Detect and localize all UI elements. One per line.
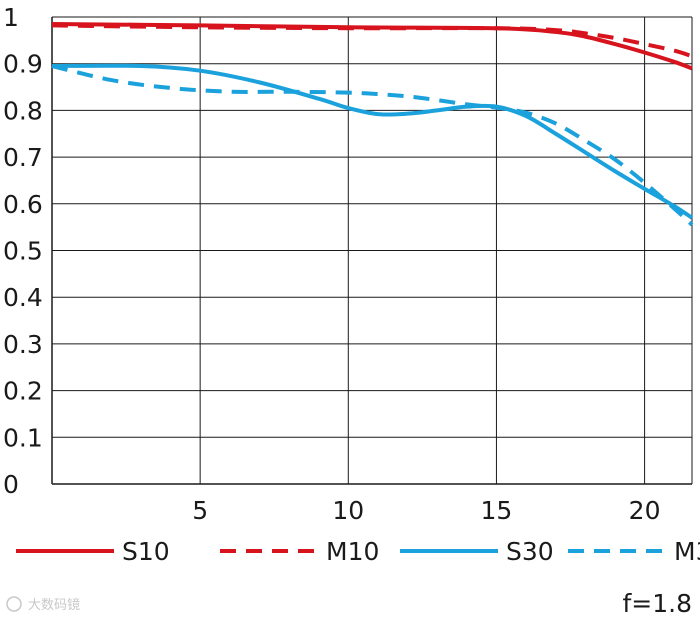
y-tick-label: 0.5 xyxy=(3,237,43,266)
legend-label-s10: S10 xyxy=(122,537,170,566)
x-tick-label: 15 xyxy=(481,496,513,525)
y-tick-label: 0.7 xyxy=(3,143,43,172)
chart-grid xyxy=(51,16,693,485)
y-tick-label: 0.8 xyxy=(3,96,43,125)
y-tick-label: 0.4 xyxy=(3,283,43,312)
x-tick-label: 10 xyxy=(332,496,364,525)
y-tick-label: 1 xyxy=(3,3,19,32)
legend-label-s30: S30 xyxy=(506,537,554,566)
watermark: 大数码镜 xyxy=(6,596,80,613)
y-axis-tick-labels: 0 0.1 0.2 0.3 0.4 0.5 0.6 0.7 0.8 0.9 1 xyxy=(3,3,43,499)
x-axis-tick-labels: 5 10 15 20 xyxy=(192,496,660,525)
y-tick-label: 0.1 xyxy=(3,423,43,452)
y-tick-label: 0.9 xyxy=(3,50,43,79)
legend-label-m10: M10 xyxy=(326,537,379,566)
legend-label-m30: M30 xyxy=(674,537,700,566)
series-line-s10 xyxy=(51,22,693,71)
series-line-m30 xyxy=(51,64,694,227)
y-tick-label: 0 xyxy=(3,470,19,499)
y-tick-label: 0.6 xyxy=(3,190,43,219)
x-tick-label: 5 xyxy=(192,496,208,525)
series-line-m10 xyxy=(51,23,693,59)
aperture-note: f=1.8 xyxy=(622,589,692,618)
watermark-text: 大数码镜 xyxy=(28,598,80,613)
y-tick-label: 0.3 xyxy=(3,330,43,359)
watermark-logo-icon xyxy=(6,596,22,612)
chart-series xyxy=(51,22,694,227)
x-tick-label: 20 xyxy=(629,496,661,525)
chart-legend: S10 M10 S30 M30 xyxy=(16,537,700,566)
y-tick-label: 0.2 xyxy=(3,377,43,406)
series-line-s30 xyxy=(51,63,694,220)
